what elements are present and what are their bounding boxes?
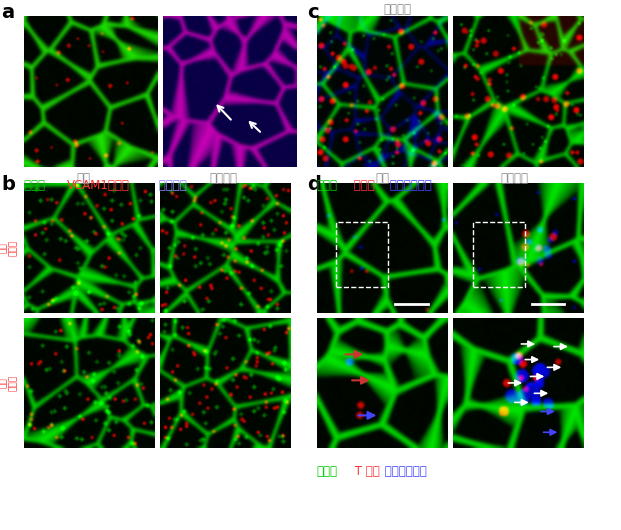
Bar bbox=[473, 222, 525, 287]
Text: T 세포: T 세포 bbox=[351, 465, 379, 479]
Text: 정맥동: 정맥동 bbox=[24, 179, 48, 192]
Text: 혈관내피세포: 혈관내피세포 bbox=[386, 179, 432, 192]
Text: 비염모델: 비염모델 bbox=[383, 3, 412, 16]
Text: 항원제시세포: 항원제시세포 bbox=[381, 465, 427, 479]
Text: a: a bbox=[1, 3, 14, 22]
Text: T 세포
내강
정맥동: T 세포 내강 정맥동 bbox=[0, 238, 18, 257]
Text: c: c bbox=[307, 3, 319, 22]
Text: 내피세포: 내피세포 bbox=[155, 179, 187, 192]
Text: 비염모델: 비염모델 bbox=[500, 172, 528, 185]
Text: d: d bbox=[307, 175, 321, 194]
Text: b: b bbox=[1, 175, 15, 194]
Text: 정상: 정상 bbox=[375, 172, 389, 185]
Bar bbox=[337, 222, 389, 287]
Text: 정맥동: 정맥동 bbox=[317, 179, 338, 192]
Text: 정상: 정상 bbox=[77, 172, 91, 185]
Text: VCAM1단백질: VCAM1단백질 bbox=[67, 179, 130, 192]
Text: 비염모델: 비염모델 bbox=[209, 172, 238, 185]
Text: 림프관: 림프관 bbox=[317, 465, 338, 479]
Text: B 세포
내강
정맥동: B 세포 내강 정맥동 bbox=[0, 373, 18, 393]
Text: 백혈구: 백혈구 bbox=[350, 179, 374, 192]
